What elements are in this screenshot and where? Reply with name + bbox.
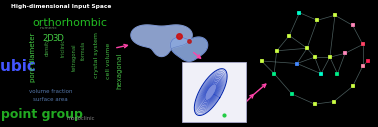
Polygon shape: [204, 82, 218, 102]
Text: crystal system: crystal system: [94, 32, 99, 78]
Text: hexagonal: hexagonal: [116, 53, 122, 89]
Polygon shape: [196, 71, 225, 113]
Text: cubic: cubic: [0, 59, 36, 74]
Text: orthorhombic: orthorhombic: [32, 18, 107, 28]
Polygon shape: [201, 78, 221, 107]
Polygon shape: [203, 81, 218, 104]
Text: 3D: 3D: [52, 34, 64, 43]
Text: High-dimensional Input Space: High-dimensional Input Space: [11, 4, 111, 9]
Polygon shape: [197, 73, 224, 111]
Polygon shape: [195, 70, 226, 114]
Text: volume fraction: volume fraction: [29, 89, 73, 94]
Text: pore diameter: pore diameter: [30, 33, 36, 82]
Polygon shape: [131, 25, 192, 56]
Polygon shape: [200, 76, 222, 108]
Polygon shape: [198, 74, 223, 110]
Text: 2D: 2D: [42, 34, 54, 43]
Text: monoclinic: monoclinic: [67, 116, 95, 121]
Polygon shape: [170, 37, 208, 61]
Text: point group: point group: [1, 108, 83, 121]
Text: numeric: numeric: [39, 26, 57, 30]
FancyBboxPatch shape: [181, 62, 246, 122]
Text: formula: formula: [81, 41, 86, 60]
Polygon shape: [202, 79, 220, 105]
Text: cell volume: cell volume: [106, 43, 112, 79]
Text: triclinic: triclinic: [61, 39, 66, 57]
Text: density: density: [44, 38, 50, 56]
Text: tetragonal: tetragonal: [72, 43, 77, 71]
Polygon shape: [205, 84, 217, 100]
Text: surface area: surface area: [33, 97, 68, 102]
